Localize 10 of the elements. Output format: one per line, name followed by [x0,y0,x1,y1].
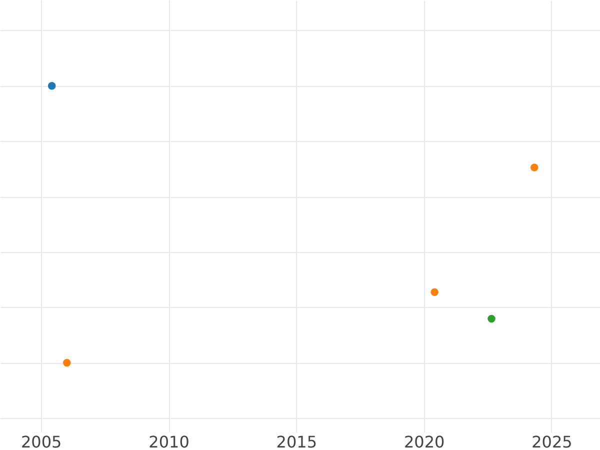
x-tick-label: 2025 [532,432,572,450]
x-tick-label: 2015 [276,432,318,450]
point [63,358,71,367]
x-tick-label: 2005 [20,432,62,450]
x-tick-label: 2020 [404,432,445,450]
point [430,288,438,296]
x-tick-label: 2010 [148,432,190,450]
point [48,82,56,90]
point [530,164,538,172]
point [488,314,496,323]
